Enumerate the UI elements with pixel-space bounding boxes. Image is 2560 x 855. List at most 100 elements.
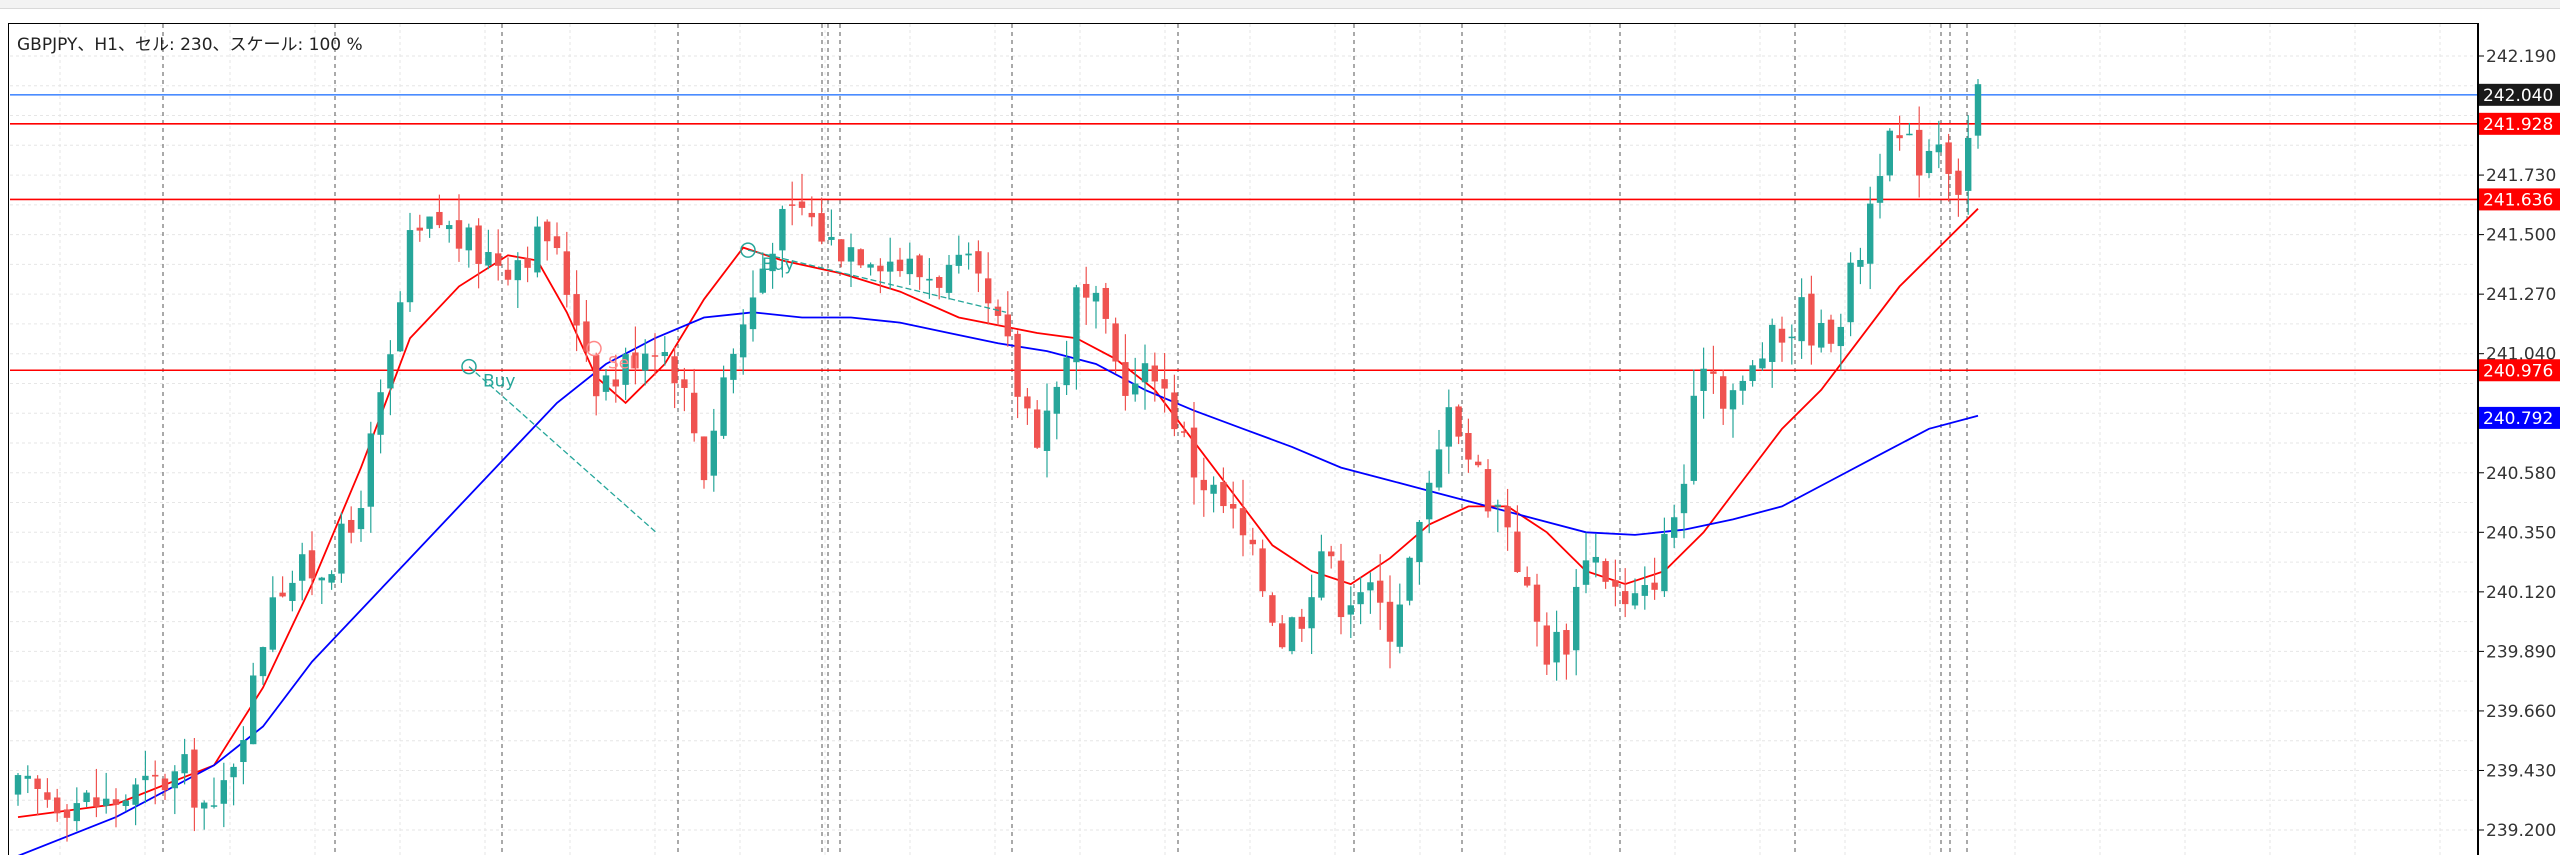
candle-body — [593, 355, 600, 397]
price-scale[interactable] — [2478, 23, 2560, 855]
candle-body — [1445, 407, 1452, 447]
candle-body — [887, 261, 894, 272]
trade-marker — [740, 242, 756, 258]
candle-body — [103, 798, 110, 806]
candle-body — [622, 354, 629, 385]
candle-body — [1602, 561, 1609, 582]
candle-body — [769, 253, 776, 272]
candle-body — [975, 251, 982, 274]
candle-body — [1543, 625, 1550, 665]
candle-body — [514, 260, 521, 281]
candle-body — [1886, 130, 1893, 176]
candle-body — [269, 597, 276, 650]
candle-body — [1328, 551, 1335, 557]
candle-body — [44, 792, 51, 800]
candle-body — [416, 227, 423, 231]
candle-body — [1906, 133, 1913, 136]
candle-body — [847, 247, 855, 262]
candle-body — [1494, 504, 1501, 507]
candle-body — [573, 294, 580, 326]
candle-body — [1288, 617, 1296, 652]
candle-body — [1612, 580, 1619, 587]
candle-body — [279, 592, 286, 597]
moving-average-line — [17, 311, 1979, 855]
candle-body — [828, 236, 835, 240]
candle-body — [1279, 623, 1286, 648]
candle-body — [1631, 593, 1639, 606]
price-tag — [2479, 359, 2560, 382]
candles — [14, 79, 1982, 842]
candle-body — [210, 805, 218, 807]
candle-body — [916, 255, 923, 278]
price-tag-label: 240.792 — [2483, 409, 2553, 429]
candle-body — [436, 211, 443, 226]
trade-connector — [468, 366, 657, 533]
candle-body — [1171, 392, 1178, 430]
candle-body — [1720, 376, 1727, 409]
candle-body — [201, 802, 208, 809]
candle-body — [1729, 390, 1737, 410]
candle-body — [1132, 383, 1139, 395]
candle-body — [259, 647, 267, 677]
candle-body — [357, 508, 365, 530]
candle-body — [1377, 580, 1384, 603]
plot-area[interactable] — [8, 23, 2478, 855]
price-tick-label: 239.890 — [2486, 642, 2556, 662]
candle-body — [1778, 328, 1786, 343]
candle-body — [936, 277, 943, 288]
candle-body — [485, 251, 492, 266]
trade-connector — [747, 249, 1007, 313]
candle-body — [112, 799, 120, 805]
candle-body — [1239, 508, 1247, 536]
price-tick-label: 241.270 — [2486, 285, 2556, 305]
price-tick-label: 239.430 — [2486, 761, 2556, 781]
trade-marker — [586, 340, 602, 357]
candle-body — [161, 778, 169, 791]
candle-body — [406, 230, 414, 303]
candle-body — [1034, 409, 1041, 448]
candle-body — [142, 775, 149, 781]
moving-averages — [17, 208, 1979, 855]
candle-body — [730, 353, 737, 380]
candle-body — [651, 355, 659, 357]
candle-body — [1524, 576, 1531, 586]
candle-body — [1847, 262, 1854, 323]
candle-body — [426, 216, 433, 229]
candle-body — [1533, 584, 1541, 622]
candle-body — [24, 775, 31, 779]
trade-label: Sell — [608, 354, 639, 374]
candle-body — [1475, 461, 1482, 466]
candle-body — [1318, 551, 1325, 598]
candle-body — [465, 227, 472, 251]
candle-body — [1651, 582, 1658, 590]
candle-body — [504, 269, 512, 280]
candle-body — [14, 775, 22, 795]
candle-body — [348, 519, 355, 533]
candle-body — [122, 800, 129, 807]
candle-body — [1347, 605, 1354, 615]
candle-body — [1043, 410, 1051, 451]
candle-body — [583, 321, 590, 352]
candle-body — [1259, 548, 1266, 592]
trade-label: Buy — [762, 255, 795, 275]
candle-body — [230, 766, 237, 778]
candle-body — [1004, 314, 1011, 337]
candle-body — [1024, 396, 1031, 409]
candle-body — [877, 265, 884, 272]
candle-body — [1141, 363, 1149, 383]
candle-body — [1876, 176, 1884, 203]
candle-body — [1553, 631, 1560, 663]
candle-body — [1700, 368, 1707, 391]
candle-body — [152, 774, 159, 777]
candle-body — [1435, 449, 1443, 488]
candle-body — [759, 268, 766, 293]
candle-body — [534, 226, 541, 273]
price-tag — [2479, 112, 2560, 135]
candle-body — [671, 356, 678, 384]
candle-body — [632, 352, 639, 369]
candle-body — [132, 784, 139, 805]
candle-body — [994, 306, 1002, 316]
candle-body — [1769, 324, 1776, 362]
candle-body — [475, 225, 482, 264]
